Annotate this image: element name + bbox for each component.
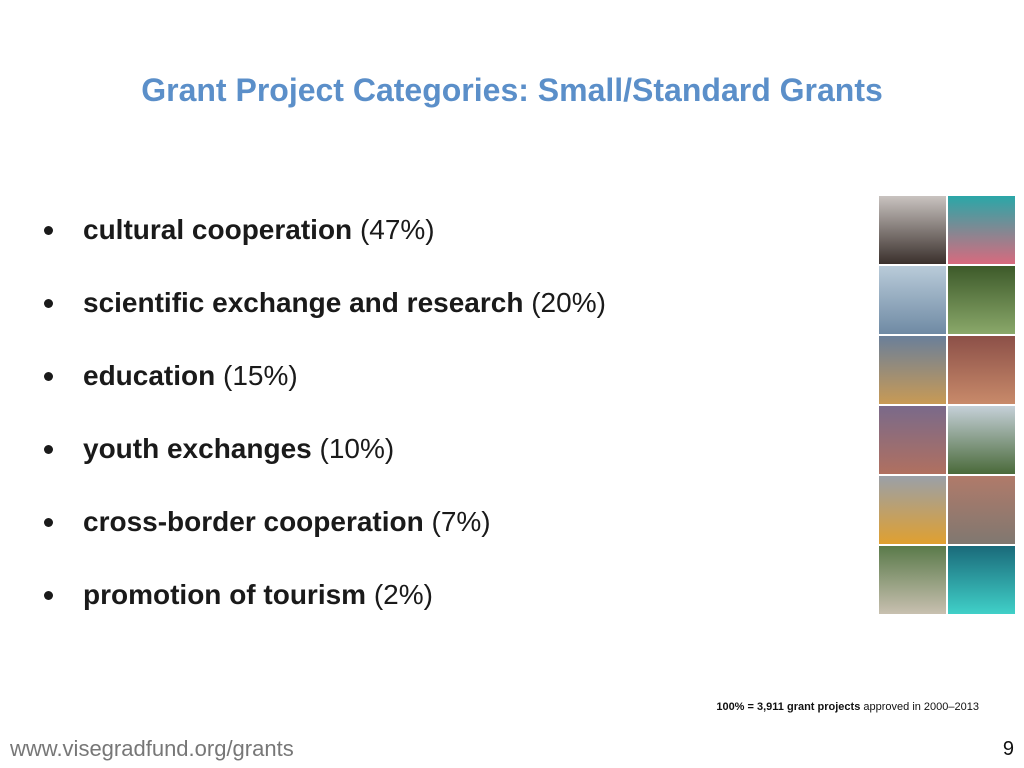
item-share: (10%) — [319, 433, 395, 464]
photo — [948, 406, 1015, 474]
item-label: promotion of tourism — [83, 579, 367, 610]
photo — [948, 546, 1015, 614]
photo — [879, 266, 946, 334]
slide-title: Grant Project Categories: Small/Standard… — [141, 72, 883, 108]
bullet-item: cultural cooperation (47%) — [0, 208, 606, 281]
bullet — [44, 299, 53, 308]
photo — [879, 196, 946, 264]
item-share: (20%) — [531, 287, 606, 318]
item-label: cultural cooperation — [83, 214, 353, 245]
item-share: (7%) — [431, 506, 491, 537]
photo — [879, 336, 946, 404]
bullet-item: promotion of tourism (2%) — [0, 573, 606, 646]
photo — [879, 406, 946, 474]
bullet — [44, 445, 53, 454]
item-label: education — [83, 360, 216, 391]
photo — [879, 476, 946, 544]
bullet — [44, 518, 53, 527]
photo — [948, 266, 1015, 334]
bullet — [44, 591, 53, 600]
item-label: scientific exchange and research — [83, 287, 524, 318]
photo — [948, 196, 1015, 264]
item-label: cross-border cooperation — [83, 506, 424, 537]
photo-collage — [879, 196, 1015, 614]
photo — [879, 546, 946, 614]
page-number: 9 — [1002, 738, 1014, 760]
footnote-bold: 100% = 3,911 grant projects — [716, 701, 861, 713]
bullet-item: education (15%) — [0, 354, 606, 427]
item-label: youth exchanges — [83, 433, 312, 464]
bullet-item: scientific exchange and research (20%) — [0, 281, 606, 354]
bullet-list: cultural cooperation (47%) scientific ex… — [0, 208, 606, 646]
item-share: (15%) — [223, 360, 298, 391]
bullet-item: youth exchanges (10%) — [0, 427, 606, 500]
bullet-item: cross-border cooperation (7%) — [0, 500, 606, 573]
footer-url: www.visegradfund.org/grants — [10, 736, 294, 761]
item-share: (47%) — [359, 214, 435, 245]
footnote-text: approved in 2000–2013 — [863, 701, 979, 713]
bullet — [44, 372, 53, 381]
item-share: (2%) — [373, 579, 433, 610]
photo — [948, 336, 1015, 404]
photo — [948, 476, 1015, 544]
bullet — [44, 226, 53, 235]
footnote: 100% = 3,911 grant projects approved in … — [716, 701, 979, 713]
